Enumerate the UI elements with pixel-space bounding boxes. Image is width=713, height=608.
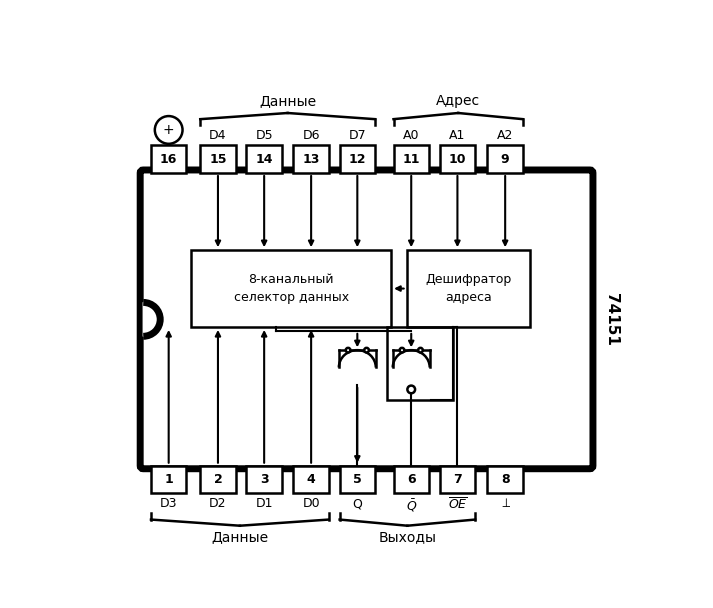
- Text: 8-канальный: 8-канальный: [248, 273, 334, 286]
- Text: 12: 12: [349, 153, 366, 166]
- Bar: [247, 466, 282, 493]
- Text: D0: D0: [302, 497, 320, 510]
- Text: 5: 5: [353, 473, 361, 486]
- Circle shape: [407, 385, 415, 393]
- Text: D1: D1: [255, 497, 273, 510]
- Bar: [191, 250, 391, 327]
- Text: D2: D2: [209, 497, 227, 510]
- Text: 15: 15: [209, 153, 227, 166]
- Text: D4: D4: [209, 130, 227, 142]
- Text: 10: 10: [448, 153, 466, 166]
- Text: 13: 13: [302, 153, 320, 166]
- Bar: [294, 145, 329, 173]
- Circle shape: [346, 348, 350, 353]
- Text: 3: 3: [260, 473, 269, 486]
- Text: $\bar{Q}$: $\bar{Q}$: [406, 497, 417, 514]
- Text: 16: 16: [160, 153, 178, 166]
- Bar: [488, 466, 523, 493]
- Text: 9: 9: [501, 153, 510, 166]
- Bar: [294, 466, 329, 493]
- Text: 14: 14: [255, 153, 273, 166]
- Text: 11: 11: [402, 153, 420, 166]
- Circle shape: [418, 348, 423, 353]
- Text: Дешифратор: Дешифратор: [425, 273, 511, 286]
- Bar: [440, 466, 475, 493]
- Bar: [200, 145, 236, 173]
- Text: +: +: [163, 123, 175, 137]
- Text: A0: A0: [403, 130, 419, 142]
- Text: адреса: адреса: [445, 291, 491, 304]
- Bar: [394, 466, 429, 493]
- Text: селектор данных: селектор данных: [234, 291, 349, 304]
- Bar: [151, 466, 186, 493]
- Text: Данные: Данные: [211, 530, 269, 544]
- Text: $\perp$: $\perp$: [499, 497, 511, 510]
- Bar: [488, 145, 523, 173]
- Text: Данные: Данные: [259, 94, 316, 108]
- Text: 1: 1: [164, 473, 173, 486]
- Wedge shape: [143, 302, 160, 336]
- Text: D3: D3: [160, 497, 178, 510]
- Text: A2: A2: [497, 130, 513, 142]
- Text: Адрес: Адрес: [436, 94, 481, 108]
- Bar: [247, 145, 282, 173]
- Text: 6: 6: [407, 473, 416, 486]
- Text: A1: A1: [449, 130, 466, 142]
- Text: Выходы: Выходы: [379, 530, 436, 544]
- Text: D6: D6: [302, 130, 320, 142]
- Text: 74151: 74151: [604, 293, 619, 346]
- Circle shape: [155, 116, 183, 144]
- Bar: [386, 327, 453, 400]
- Bar: [406, 250, 530, 327]
- Bar: [394, 145, 429, 173]
- Text: 4: 4: [307, 473, 316, 486]
- FancyBboxPatch shape: [140, 170, 593, 469]
- Text: Q: Q: [352, 497, 362, 510]
- Text: D5: D5: [255, 130, 273, 142]
- Text: 7: 7: [453, 473, 462, 486]
- Text: 2: 2: [214, 473, 222, 486]
- Bar: [339, 466, 375, 493]
- Circle shape: [400, 348, 404, 353]
- Circle shape: [364, 348, 369, 353]
- Bar: [151, 145, 186, 173]
- Bar: [440, 145, 475, 173]
- Text: D7: D7: [349, 130, 366, 142]
- Text: 8: 8: [501, 473, 510, 486]
- Text: $\overline{OE}$: $\overline{OE}$: [448, 497, 467, 513]
- Bar: [200, 466, 236, 493]
- Bar: [339, 145, 375, 173]
